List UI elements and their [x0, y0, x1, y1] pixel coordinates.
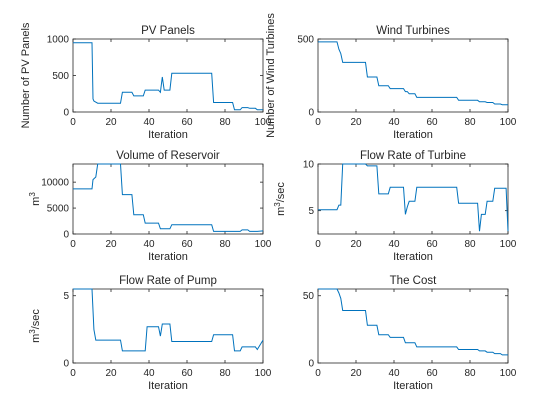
x-tick-label: 20 — [105, 117, 117, 128]
y-tick-label: 5 — [63, 291, 69, 302]
x-tick-label: 0 — [315, 368, 321, 379]
x-tick-label: 40 — [388, 368, 400, 379]
y-tick-label: 10 — [303, 160, 315, 171]
subplot-4: 0 20 40 60 80 100 5 10 Flow Rate of Turbine Itera… — [273, 150, 517, 263]
x-tick-label: 20 — [105, 239, 117, 250]
x-tick-label: 0 — [70, 239, 76, 250]
x-tick-label: 0 — [70, 117, 76, 128]
y-tick-label: 1000 — [47, 35, 70, 46]
x-tick-label: 80 — [464, 368, 476, 379]
y-tick-label: 0 — [308, 359, 314, 370]
y-tick-label: 500 — [297, 35, 314, 46]
subplot-title: PV Panels — [141, 25, 195, 37]
x-tick-label: 40 — [388, 239, 400, 250]
subplot-2: 0 20 40 60 80 100 0 500 Wind Turbines Iteration Nu… — [265, 13, 517, 141]
axes-box — [317, 163, 509, 235]
y-axis-label: Number of PV Panels — [20, 22, 32, 128]
x-tick-label: 80 — [219, 368, 231, 379]
axes-box — [72, 288, 264, 364]
x-tick-label: 20 — [350, 117, 362, 128]
x-tick-label: 0 — [315, 239, 321, 250]
series-line — [73, 288, 264, 352]
subplot-title: Flow Rate of Turbine — [360, 150, 466, 162]
x-axis-label: Iteration — [393, 251, 433, 263]
x-tick-label: 0 — [70, 368, 76, 379]
x-tick-label: 20 — [105, 368, 117, 379]
series-line — [73, 42, 263, 111]
axes-box — [72, 38, 264, 113]
x-tick-label: 100 — [500, 368, 517, 379]
x-tick-label: 60 — [181, 368, 193, 379]
x-tick-label: 20 — [350, 368, 362, 379]
y-tick-label: 0 — [63, 359, 69, 370]
subplot-6: 0 20 40 60 80 100 0 50 The Cost Iteration — [303, 275, 517, 392]
series-line — [318, 163, 509, 232]
y-axis-label: Number of Wind Turbines — [265, 13, 277, 138]
x-tick-label: 40 — [388, 117, 400, 128]
y-tick-label: 500 — [52, 71, 69, 82]
x-tick-label: 100 — [255, 239, 272, 250]
x-tick-label: 100 — [500, 117, 517, 128]
y-tick-label: 0 — [308, 108, 314, 119]
axes-box — [72, 163, 264, 235]
y-tick-label: 0 — [63, 230, 69, 241]
subplot-3: 0 20 40 60 80 100 0 5000 10000 Volume of Reservoi… — [28, 150, 272, 263]
y-tick-label: 10000 — [41, 178, 69, 189]
y-tick-label: 5000 — [47, 204, 70, 215]
series-line — [318, 41, 508, 106]
x-axis-label: Iteration — [148, 129, 188, 141]
x-tick-label: 100 — [255, 368, 272, 379]
subplot-title: Wind Turbines — [376, 25, 450, 37]
x-axis-label: Iteration — [148, 380, 188, 392]
subplot-5: 0 20 40 60 80 100 0 5 Flow Rate of Pump Iteration… — [28, 275, 272, 392]
x-axis-label: Iteration — [393, 380, 433, 392]
x-tick-label: 60 — [426, 117, 438, 128]
subplot-title: Flow Rate of Pump — [119, 275, 217, 287]
x-axis-label: Iteration — [148, 251, 188, 263]
x-tick-label: 80 — [464, 117, 476, 128]
x-tick-label: 0 — [315, 117, 321, 128]
subplot-title: Volume of Reservoir — [116, 150, 220, 162]
y-axis-label: m3 — [28, 192, 42, 206]
x-tick-label: 100 — [500, 239, 517, 250]
x-tick-label: 60 — [426, 368, 438, 379]
axes-box — [317, 288, 509, 364]
x-tick-label: 80 — [219, 117, 231, 128]
y-tick-label: 0 — [63, 108, 69, 119]
x-tick-label: 80 — [219, 239, 231, 250]
y-tick-label: 5 — [308, 206, 314, 217]
y-tick-label: 50 — [303, 291, 315, 302]
x-axis-label: Iteration — [393, 129, 433, 141]
x-tick-label: 60 — [181, 117, 193, 128]
x-tick-label: 100 — [255, 117, 272, 128]
series-line — [73, 163, 264, 232]
y-axis-label: m3/sec — [273, 182, 287, 216]
x-tick-label: 20 — [350, 239, 362, 250]
x-tick-label: 60 — [181, 239, 193, 250]
x-tick-label: 40 — [143, 239, 155, 250]
axes-box — [317, 38, 509, 113]
x-tick-label: 40 — [143, 117, 155, 128]
x-tick-label: 80 — [464, 239, 476, 250]
x-tick-label: 40 — [143, 368, 155, 379]
x-tick-label: 60 — [426, 239, 438, 250]
y-axis-label: m3/sec — [28, 309, 42, 343]
series-line — [318, 288, 508, 356]
subplot-title: The Cost — [390, 275, 437, 287]
